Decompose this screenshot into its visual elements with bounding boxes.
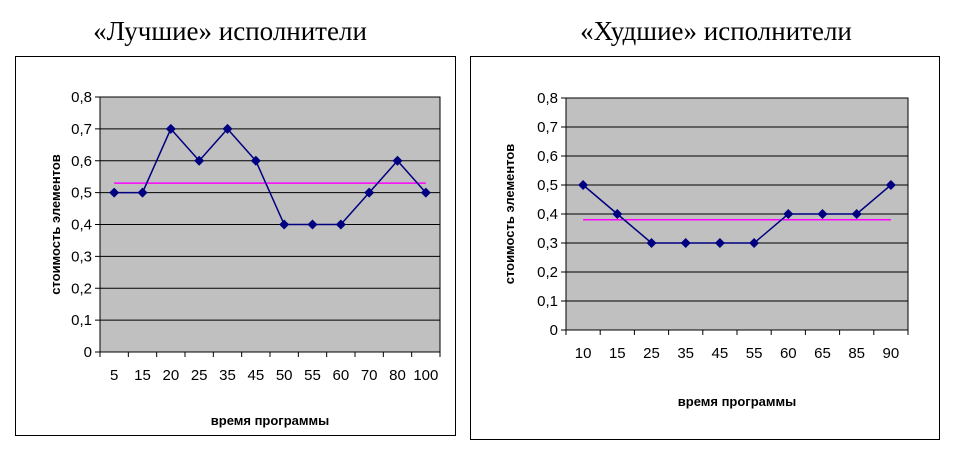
x-axis-title: время программы	[211, 413, 329, 428]
data-point	[578, 180, 589, 190]
x-tick-label: 80	[389, 367, 406, 384]
y-axis-title: стоимость элементов	[502, 144, 517, 285]
x-tick-label: 55	[746, 345, 763, 362]
x-tick-label: 70	[361, 367, 378, 384]
data-point	[194, 155, 205, 166]
data-point	[646, 238, 657, 248]
data-point	[714, 238, 725, 248]
y-tick-label: 0,6	[537, 148, 558, 165]
chart-left-title: «Лучшие» исполнители	[93, 16, 367, 46]
y-tick-label: 0	[84, 344, 92, 361]
y-tick-label: 0,6	[71, 153, 92, 170]
chart-best-performers: 0 0,1 0,2 0,3 0,4 0,5 0,6 0,7 0,8 5 15 20 25 35 45 50 55…	[15, 56, 456, 436]
y-tick-label: 0,2	[71, 280, 92, 297]
y-tick-label: 0,3	[71, 248, 92, 265]
data-point	[222, 123, 233, 134]
x-tick-label: 45	[712, 345, 729, 362]
x-tick-label: 45	[247, 367, 264, 384]
x-tick-label: 15	[609, 345, 626, 362]
data-point	[335, 219, 346, 230]
data-point	[364, 187, 375, 198]
x-tick-label: 35	[219, 367, 236, 384]
x-tick-label: 65	[814, 345, 831, 362]
data-point	[749, 238, 760, 248]
x-axis-title: время программы	[678, 394, 796, 409]
data-point	[885, 180, 896, 190]
chart-right-title: «Худшие» исполнители	[580, 16, 852, 46]
y-tick-label: 0,1	[71, 312, 92, 329]
x-tick-label: 60	[780, 345, 797, 362]
y-tick-label: 0,4	[537, 206, 558, 223]
y-tick-label: 0,4	[71, 217, 92, 234]
data-point	[420, 187, 431, 198]
data-point	[817, 209, 828, 219]
x-tick-label: 25	[191, 367, 208, 384]
x-tick-label: 10	[575, 345, 592, 362]
data-point	[307, 219, 318, 230]
y-tick-label: 0,1	[537, 293, 558, 310]
x-tick-label: 55	[304, 367, 321, 384]
y-tick-label: 0,5	[537, 177, 558, 194]
y-axis-title: стоимость элементов	[48, 154, 63, 295]
data-point	[137, 187, 148, 198]
y-tick-label: 0,8	[537, 90, 558, 107]
x-tick-label: 15	[134, 367, 151, 384]
x-tick-label: 60	[332, 367, 349, 384]
data-point	[851, 209, 862, 219]
y-tick-label: 0,5	[71, 185, 92, 202]
series-line	[114, 127, 427, 226]
data-point	[250, 155, 261, 166]
y-tick-label: 0,3	[537, 235, 558, 252]
x-tick-label: 25	[643, 345, 660, 362]
x-tick-label: 5	[110, 367, 118, 384]
y-tick-label: 0	[550, 322, 558, 339]
series-line	[582, 184, 892, 244]
chart-worst-performers: 0 0,1 0,2 0,3 0,4 0,5 0,6 0,7 0,8 10 15 25 35 45 55 60 6…	[470, 56, 940, 440]
data-point	[612, 209, 623, 219]
data-point	[109, 187, 120, 198]
data-point	[783, 209, 794, 219]
x-tick-label: 20	[162, 367, 179, 384]
y-tick-label: 0,2	[537, 264, 558, 281]
y-tick-label: 0,8	[71, 89, 92, 106]
y-tick-label: 0,7	[537, 119, 558, 136]
x-tick-label: 85	[848, 345, 865, 362]
x-tick-label: 50	[276, 367, 293, 384]
x-tick-label: 90	[883, 345, 900, 362]
x-tick-label: 100	[413, 367, 438, 384]
data-point	[680, 238, 691, 248]
data-point	[165, 123, 176, 134]
data-point	[392, 155, 403, 166]
y-tick-label: 0,7	[71, 121, 92, 138]
x-tick-label: 35	[677, 345, 694, 362]
data-point	[279, 219, 290, 230]
